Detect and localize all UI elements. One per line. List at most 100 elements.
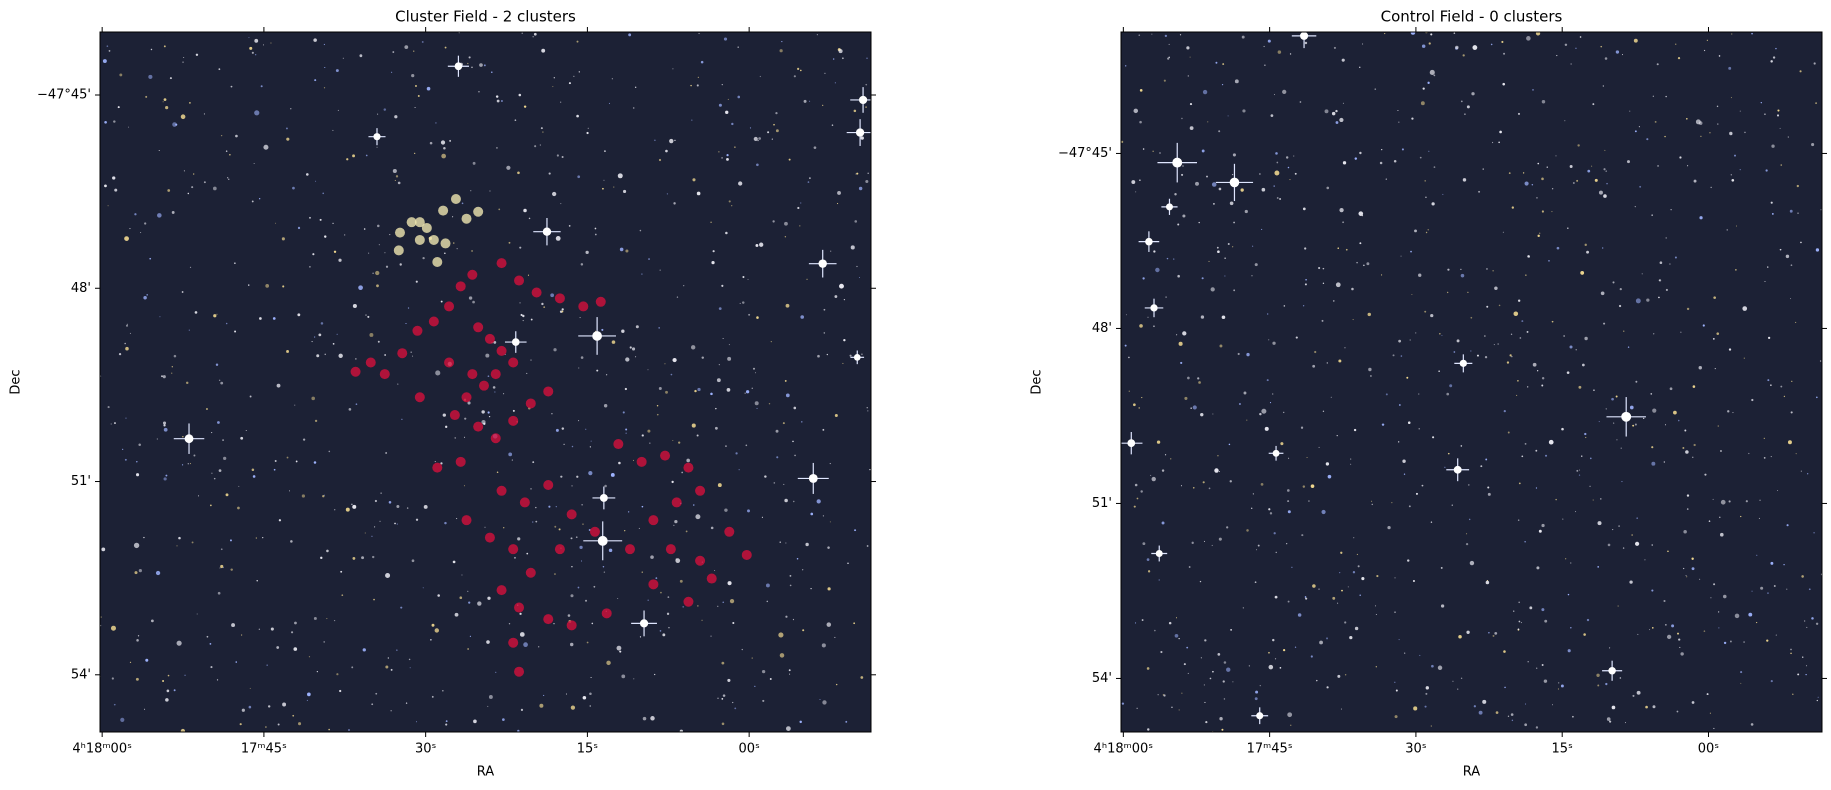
star	[534, 145, 537, 148]
star	[426, 86, 431, 91]
member-point	[514, 602, 525, 613]
star	[542, 131, 544, 133]
star	[1168, 43, 1170, 45]
star	[1433, 74, 1436, 77]
star	[810, 512, 814, 516]
star	[1229, 480, 1232, 483]
star	[1795, 453, 1797, 455]
star	[313, 38, 317, 42]
member-point	[444, 301, 455, 312]
star	[222, 439, 224, 441]
star	[1342, 221, 1345, 224]
star	[162, 421, 167, 425]
star	[552, 85, 554, 88]
y-tick-label: 48'	[1092, 321, 1112, 336]
member-point	[484, 333, 495, 344]
star	[532, 461, 535, 464]
star	[110, 625, 116, 631]
star	[571, 566, 573, 568]
star	[1503, 410, 1506, 413]
star	[1274, 658, 1277, 660]
star	[368, 252, 370, 254]
star	[467, 62, 469, 65]
star	[1321, 319, 1324, 322]
star	[1181, 117, 1183, 120]
star	[143, 296, 147, 300]
star	[1729, 640, 1732, 643]
star	[1589, 457, 1592, 460]
star	[1492, 634, 1495, 637]
star	[274, 460, 277, 462]
star	[1259, 685, 1261, 687]
star	[806, 278, 808, 280]
star	[659, 630, 662, 632]
star	[1817, 696, 1819, 698]
star	[1425, 231, 1428, 234]
star	[1594, 178, 1598, 182]
star	[527, 274, 530, 276]
star	[158, 149, 160, 152]
star	[442, 413, 446, 417]
star	[442, 689, 444, 692]
star	[1466, 630, 1470, 634]
star	[676, 296, 679, 298]
star	[773, 482, 776, 484]
star	[1224, 257, 1226, 260]
star	[1618, 525, 1620, 527]
star	[786, 726, 791, 731]
star	[1665, 237, 1667, 239]
star	[1767, 336, 1771, 340]
star	[1576, 469, 1579, 472]
star	[1636, 517, 1638, 519]
star	[294, 404, 296, 406]
star	[1350, 458, 1352, 460]
star	[176, 640, 182, 646]
star	[258, 628, 261, 630]
star	[445, 720, 448, 723]
star	[1147, 570, 1151, 573]
star	[809, 100, 811, 102]
star	[1385, 393, 1388, 396]
member-point	[706, 573, 717, 584]
star	[701, 356, 704, 359]
star	[1592, 103, 1595, 106]
star	[1569, 345, 1573, 349]
star	[217, 421, 220, 424]
star	[1447, 268, 1450, 271]
star	[1524, 703, 1527, 705]
star	[1462, 54, 1465, 57]
star	[860, 136, 864, 140]
star	[1415, 492, 1418, 495]
star	[1280, 442, 1284, 446]
star	[802, 629, 805, 632]
star	[1682, 567, 1685, 570]
star	[1572, 715, 1574, 718]
star	[1669, 387, 1673, 391]
star	[758, 137, 762, 140]
star	[608, 548, 613, 553]
star	[1716, 332, 1720, 335]
star	[629, 346, 632, 349]
star	[1275, 152, 1278, 155]
star	[1543, 679, 1548, 683]
star	[856, 172, 859, 175]
star	[126, 324, 128, 327]
star	[769, 678, 772, 680]
star	[829, 463, 831, 465]
star	[326, 617, 328, 620]
star	[785, 615, 788, 618]
star	[735, 452, 738, 455]
member-point	[432, 462, 443, 473]
star	[641, 505, 644, 508]
star	[579, 545, 583, 550]
star	[273, 468, 276, 471]
star	[1518, 482, 1521, 485]
star	[258, 198, 261, 200]
star	[1218, 130, 1221, 133]
star	[1264, 426, 1269, 431]
star	[1558, 682, 1560, 684]
star	[1801, 575, 1804, 578]
star	[1597, 566, 1600, 568]
star	[249, 46, 253, 50]
star	[792, 440, 794, 443]
